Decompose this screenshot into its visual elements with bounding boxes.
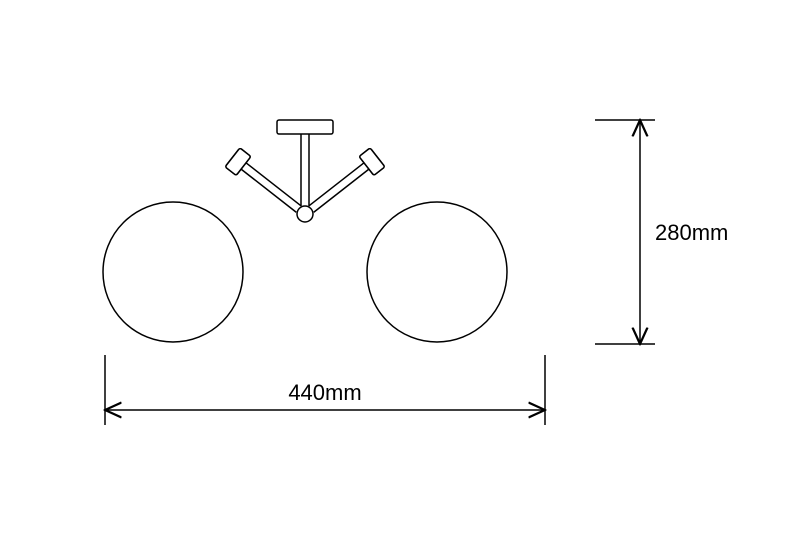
ceiling-plate bbox=[277, 120, 333, 134]
technical-diagram: 440mm 280mm bbox=[0, 0, 800, 533]
left-globe bbox=[103, 202, 243, 342]
right-socket bbox=[359, 148, 385, 176]
width-dimension-label: 440mm bbox=[288, 380, 361, 405]
joint-ball bbox=[297, 206, 313, 222]
stem bbox=[301, 134, 309, 206]
height-dimension-label: 280mm bbox=[655, 220, 728, 245]
left-socket bbox=[225, 148, 251, 176]
height-extension-lines bbox=[595, 120, 655, 344]
right-globe bbox=[367, 202, 507, 342]
